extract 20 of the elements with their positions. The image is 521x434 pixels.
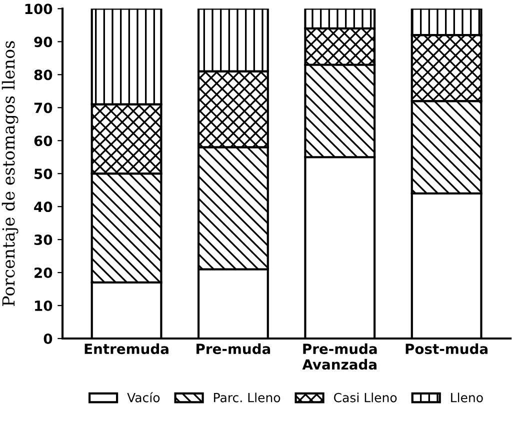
legend-label: Casi Lleno — [334, 392, 397, 402]
y-tick-label: 0 — [44, 333, 52, 344]
legend-label: Vacío — [127, 392, 160, 402]
y-tick-label: 10 — [35, 300, 52, 312]
legend-label: Lleno — [451, 392, 483, 402]
y-tick-label: 90 — [34, 36, 52, 48]
x-tick-label: Pre-muda Avanzada — [302, 343, 377, 370]
y-tick-label: 40 — [34, 202, 52, 212]
y-axis-title: Porcentaje de estomagos llenos — [2, 41, 18, 306]
y-tick-label: 60 — [34, 136, 52, 146]
x-tick-label: Post-muda — [406, 343, 488, 354]
y-tick-label: 70 — [34, 102, 52, 114]
y-tick-label: 80 — [34, 70, 52, 80]
y-tick-label: 20 — [34, 268, 52, 278]
x-tick-label: Entremuda — [84, 343, 168, 354]
y-tick-label: 50 — [34, 168, 52, 180]
y-tick-label: 100 — [25, 4, 52, 14]
legend-label: Parc. Lleno — [214, 392, 280, 402]
y-tick-label: 30 — [34, 234, 52, 246]
x-tick-label: Pre-muda — [196, 343, 270, 354]
